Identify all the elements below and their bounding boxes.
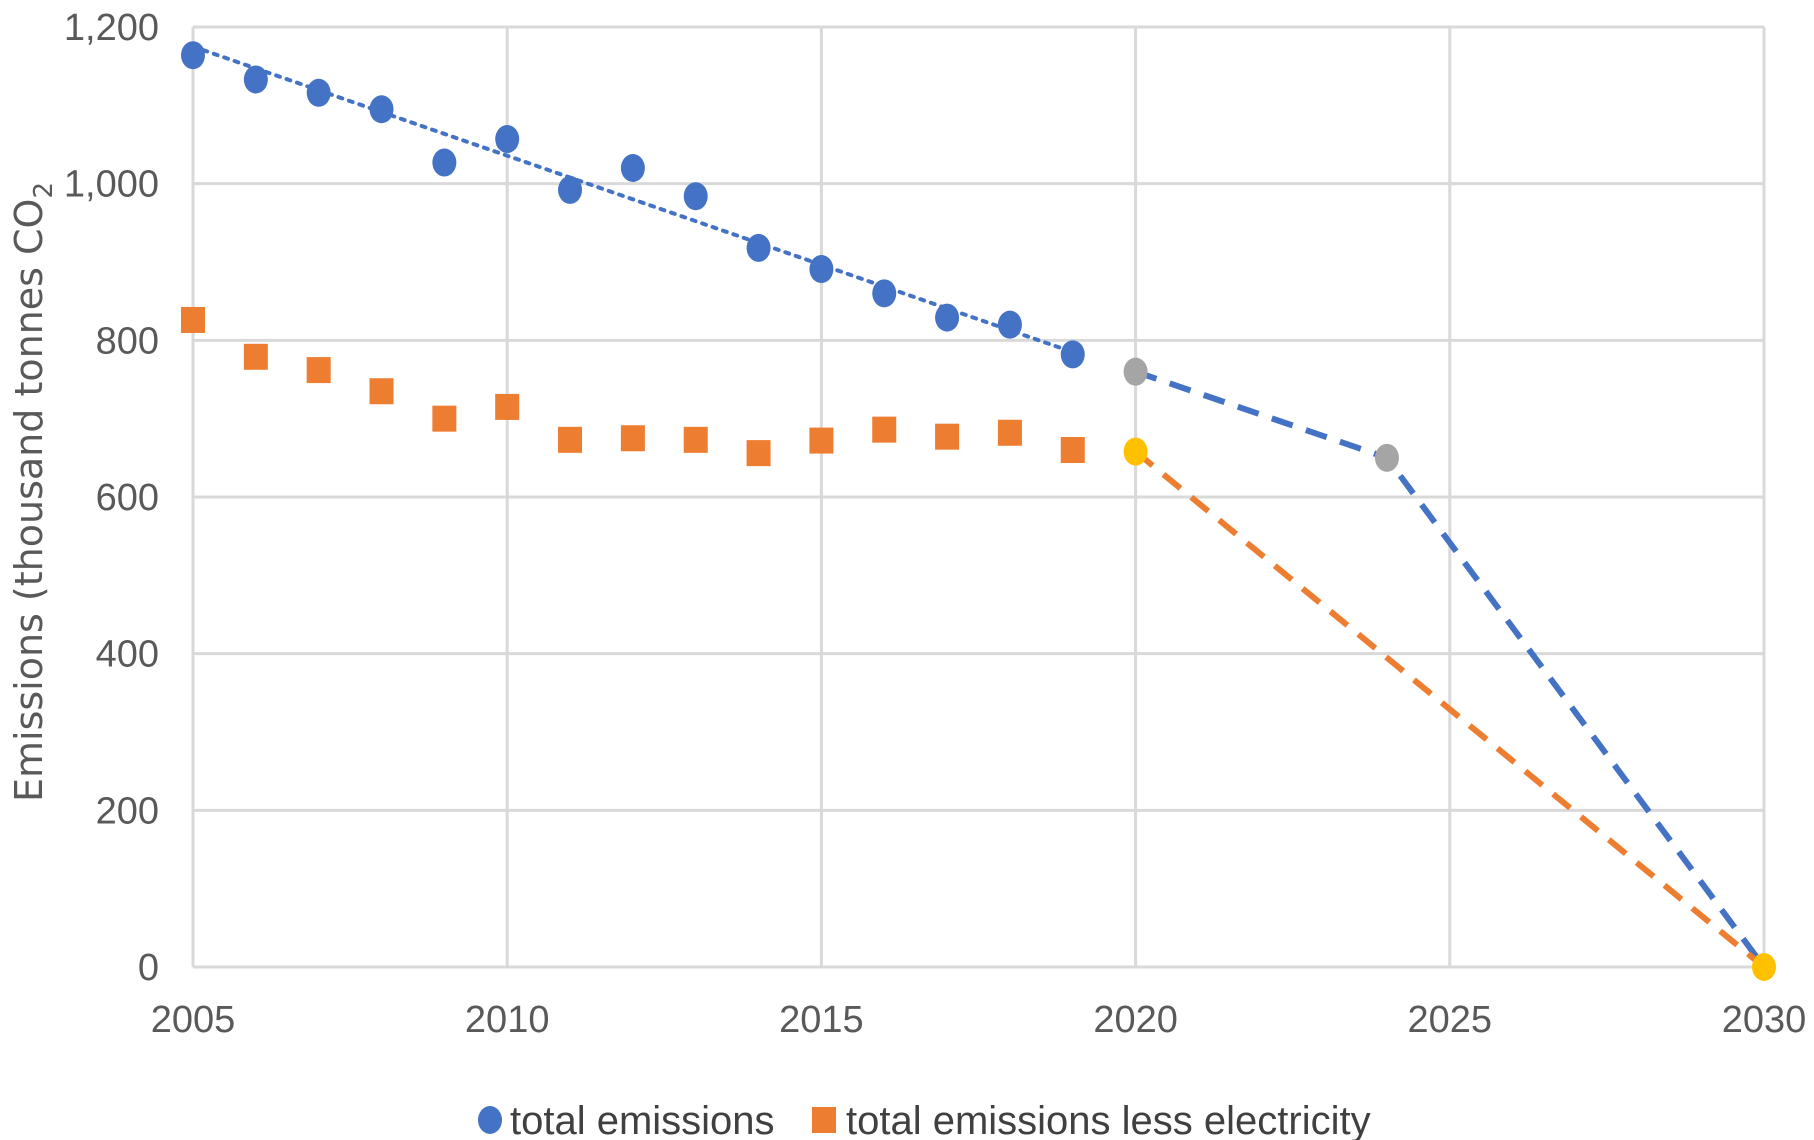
x-tick-label: 2010 (465, 999, 550, 1041)
less-electricity-point (181, 306, 205, 333)
y-tick-label: 0 (138, 947, 159, 989)
legend-marker-less-electricity (812, 1107, 836, 1133)
projection-line (1133, 449, 1766, 970)
gridlines (193, 25, 1766, 967)
projection-point (1752, 953, 1776, 981)
data-points (181, 41, 1776, 981)
total-emissions-point (243, 65, 268, 94)
total-emissions-point (872, 279, 897, 308)
less-electricity-point (306, 357, 331, 384)
total-emissions-point (558, 175, 583, 204)
total-emissions-point (997, 310, 1022, 339)
less-electricity-point (432, 405, 457, 432)
total-emissions-point (809, 255, 834, 284)
projection-point (1123, 357, 1148, 386)
total-emissions-point (1060, 340, 1085, 369)
less-electricity-point (935, 423, 960, 450)
x-tick-label: 2020 (1093, 999, 1178, 1041)
less-electricity-point (243, 343, 268, 370)
y-tick-label: 1,200 (64, 7, 159, 49)
projection-point (1374, 443, 1399, 472)
less-electricity-point (997, 419, 1022, 446)
x-tick-label: 2025 (1408, 999, 1493, 1041)
less-electricity-point (746, 440, 771, 467)
x-tick-label: 2015 (779, 999, 864, 1041)
less-electricity-point (683, 426, 708, 453)
less-electricity-point (872, 416, 897, 443)
axes (191, 27, 1764, 969)
y-axis-title-subscript: 2 (29, 182, 59, 199)
x-tick-label: 2030 (1722, 999, 1807, 1041)
y-tick-label: 200 (96, 790, 159, 832)
projection-point (1123, 437, 1148, 466)
y-tick-label: 800 (96, 320, 159, 362)
total-emissions-point (306, 78, 331, 107)
y-axis-title-text: Emissions (thousand tonnes CO (7, 199, 51, 802)
legend-marker-total-emissions (478, 1106, 502, 1134)
y-tick-label: 400 (96, 634, 159, 676)
y-axis-title: Emissions (thousand tonnes CO2 (7, 182, 59, 802)
total-emissions-point (495, 125, 520, 154)
total-emissions-point (935, 303, 960, 332)
less-electricity-point (809, 427, 834, 454)
tick-labels: 0 200 400 600 800 1,000 1,200 2005 2010 2015 2020 2… (64, 7, 1806, 1041)
less-electricity-point (1060, 437, 1085, 463)
y-tick-label: 600 (96, 477, 159, 519)
total-emissions-point (746, 233, 771, 262)
less-electricity-point (495, 393, 520, 420)
y-tick-label: 1,000 (64, 164, 159, 206)
legend-label-total-emissions: total emissions (510, 1099, 775, 1140)
total-emissions-point (683, 182, 708, 211)
x-tick-label: 2005 (151, 999, 236, 1041)
total-emissions-point (620, 154, 645, 182)
total-emissions-point (181, 41, 205, 70)
total-emissions-point (369, 95, 394, 124)
less-electricity-point (369, 378, 394, 405)
less-electricity-point (620, 425, 645, 452)
trend-line (191, 44, 1075, 355)
legend: total emissions total emissions less elec… (478, 1099, 1371, 1140)
total-emissions-point (432, 148, 457, 177)
legend-label-less-electricity: total emissions less electricity (846, 1099, 1371, 1140)
less-electricity-point (558, 426, 583, 453)
